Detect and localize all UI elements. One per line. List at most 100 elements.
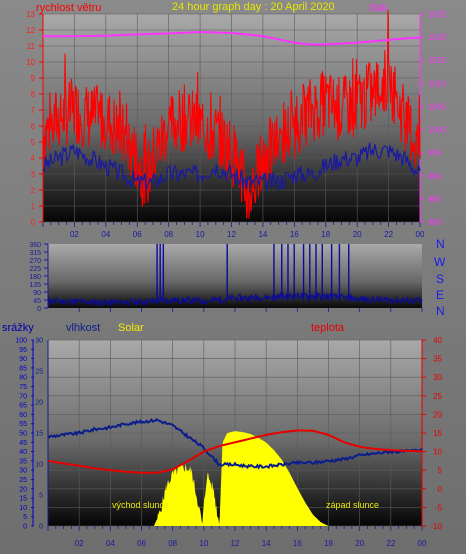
temperature-y-tick-label: -10 — [430, 522, 442, 531]
wind-y-tick-label: 1 — [31, 202, 36, 211]
direction-y-tick-label: 315 — [29, 250, 41, 257]
rain-y-tick-label: 75 — [19, 384, 27, 391]
wind-x-tick-label: 02 — [70, 230, 79, 239]
temperature-y-tick-label: 30 — [433, 373, 442, 382]
humidity-y-tick-label: 20 — [35, 400, 43, 407]
rain-y-tick-label: 80 — [19, 375, 27, 382]
sunset-label: západ slunce — [326, 500, 379, 510]
wind-speed-label: rychlost větru — [36, 2, 101, 14]
weather-x-tick-label: 14 — [262, 539, 271, 548]
direction-y-tick-label: 225 — [29, 266, 41, 273]
wind-x-tick-label: 00 — [416, 230, 425, 239]
pressure-y-tick-label: 1015 — [428, 56, 446, 65]
temperature-y-tick-label: 20 — [433, 410, 442, 419]
rain-y-tick-label: 100 — [15, 338, 27, 345]
humidity-y-tick-label: 15 — [35, 431, 43, 438]
direction-y-tick-label: 270 — [29, 258, 41, 265]
chart-title: 24 hour graph day : 20 April 2020 — [172, 1, 335, 13]
direction-y-tick-label: 360 — [29, 242, 41, 249]
humidity-label: vlhkost — [66, 322, 100, 334]
temperature-y-tick-label: 40 — [433, 336, 442, 345]
direction-y-tick-label: 180 — [29, 274, 41, 281]
wind-y-tick-label: 12 — [26, 26, 35, 35]
pressure-y-tick-label: 1000 — [428, 126, 446, 135]
weather-x-tick-label: 06 — [137, 539, 146, 548]
rain-y-tick-label: 85 — [19, 365, 27, 372]
pressure-line — [43, 30, 421, 46]
wind-x-tick-label: 22 — [384, 230, 393, 239]
wind-y-tick-label: 7 — [31, 106, 36, 115]
direction-panel — [48, 244, 422, 308]
compass-north-bottom: N — [436, 304, 445, 318]
compass-south: S — [436, 272, 444, 286]
temperature-label: teplota — [311, 322, 345, 334]
rain-y-tick-label: 35 — [19, 458, 27, 465]
temperature-y-tick-label: 10 — [433, 448, 442, 457]
humidity-y-tick-label: 25 — [35, 369, 43, 376]
weather-x-tick-label: 18 — [324, 539, 333, 548]
temperature-y-tick-label: 5 — [438, 466, 443, 475]
temperature-y-tick-label: -5 — [435, 503, 443, 512]
pressure-y-tick-label: 1005 — [428, 102, 446, 111]
temperature-y-tick-label: 15 — [433, 429, 442, 438]
weather-x-tick-label: 02 — [75, 539, 84, 548]
rain-y-tick-label: 90 — [19, 356, 27, 363]
temperature-line — [47, 429, 422, 474]
rain-y-tick-label: 60 — [19, 412, 27, 419]
humidity-y-tick-label: 0 — [39, 524, 43, 531]
direction-y-tick-label: 90 — [33, 290, 41, 297]
wind-y-tick-label: 13 — [26, 10, 35, 19]
direction-line — [47, 291, 423, 307]
humidity-y-tick-label: 30 — [35, 338, 43, 345]
compass-north-top: N — [436, 237, 445, 251]
rain-y-tick-label: 45 — [19, 440, 27, 447]
wind-y-tick-label: 11 — [27, 42, 36, 51]
rain-y-tick-label: 40 — [19, 449, 27, 456]
pressure-y-tick-label: 995 — [428, 149, 442, 158]
rain-y-tick-label: 20 — [19, 486, 27, 493]
wind-y-tick-label: 5 — [31, 138, 36, 147]
wind-y-tick-label: 0 — [31, 218, 36, 227]
wind-x-tick-label: 10 — [196, 230, 205, 239]
wind-y-tick-label: 8 — [31, 90, 36, 99]
compass-west: W — [434, 255, 446, 269]
weather-x-tick-label: 10 — [199, 539, 208, 548]
wind-y-tick-label: 3 — [31, 170, 36, 179]
wind-x-tick-label: 18 — [321, 230, 330, 239]
pressure-y-tick-label: 985 — [428, 195, 442, 204]
weather-x-tick-label: 04 — [106, 539, 115, 548]
weather-x-tick-label: 20 — [355, 539, 364, 548]
wind-y-tick-label: 6 — [31, 122, 36, 131]
weather-chart: 0510152025303540455055606570758085909510… — [15, 336, 442, 548]
direction-y-tick-label: 135 — [29, 282, 41, 289]
humidity-y-tick-label: 10 — [35, 462, 43, 469]
temperature-y-tick-label: 35 — [433, 355, 442, 364]
rain-y-tick-label: 95 — [19, 347, 27, 354]
rain-y-tick-label: 55 — [19, 421, 27, 428]
wind-x-tick-label: 12 — [227, 230, 236, 239]
wind-x-tick-label: 08 — [164, 230, 173, 239]
wind-pressure-chart: 0123456789101112139809859909951000100510… — [26, 9, 446, 239]
rain-label: srážky — [2, 322, 34, 334]
wind-x-tick-label: 14 — [258, 230, 267, 239]
rain-y-tick-label: 15 — [19, 496, 27, 503]
weather-x-tick-label: 08 — [168, 539, 177, 548]
temperature-y-tick-label: 25 — [433, 392, 442, 401]
wind-x-tick-label: 20 — [353, 230, 362, 239]
temperature-y-tick-label: 0 — [438, 485, 443, 494]
pressure-y-tick-label: 1020 — [428, 33, 446, 42]
humidity-y-tick-label: 5 — [39, 493, 43, 500]
weather-x-tick-label: 00 — [418, 539, 427, 548]
pressure-y-tick-label: 1025 — [428, 10, 446, 19]
rain-y-tick-label: 0 — [23, 524, 27, 531]
rain-y-tick-label: 5 — [23, 514, 27, 521]
pressure-y-tick-label: 1010 — [428, 79, 446, 88]
rain-y-tick-label: 30 — [19, 468, 27, 475]
rain-y-tick-label: 65 — [19, 403, 27, 410]
rain-y-tick-label: 10 — [19, 505, 27, 512]
direction-y-tick-label: 0 — [37, 306, 41, 313]
wind-y-tick-label: 10 — [26, 58, 35, 67]
wind-x-tick-label: 04 — [101, 230, 110, 239]
